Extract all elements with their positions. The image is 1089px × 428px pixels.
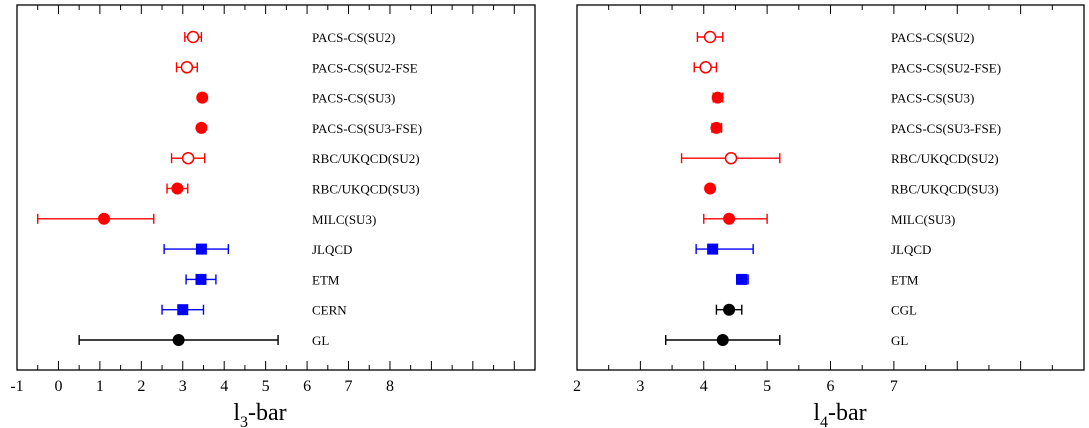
x-tick-label: 6 (827, 378, 835, 395)
row-label: PACS-CS(SU2-FSE (312, 60, 418, 75)
data-point (724, 151, 738, 165)
data-point (195, 273, 207, 285)
data-point (716, 334, 729, 346)
data-point (710, 121, 723, 134)
data-point (707, 243, 719, 255)
data-point (723, 212, 736, 225)
x-tick-label: 8 (386, 378, 394, 395)
data-row: JLQCD (163, 242, 352, 257)
chart-panel-l3: -1 0 1 2 3 4 5 6 7 8 l3-bar PACS-CS(SU2) PACS-CS(SU2… (10, 4, 536, 428)
x-tick-label: 4 (700, 378, 708, 395)
row-label: ETM (312, 272, 340, 287)
data-row: JLQCD (695, 242, 931, 257)
x-tick-label: 5 (262, 378, 270, 395)
data-row: PACS-CS(SU3-FSE) (195, 121, 422, 136)
row-label: JLQCD (891, 242, 931, 257)
row-label: PACS-CS(SU3) (891, 91, 974, 106)
row-label: GL (312, 333, 329, 348)
row-label: MILC(SU3) (312, 212, 376, 227)
x-axis-title: l4-bar (813, 400, 866, 428)
x-tick-label: -1 (10, 378, 23, 395)
x-tick-label: 5 (763, 378, 771, 395)
row-label: RBC/UKQCD(SU3) (312, 182, 420, 197)
row-label: RBC/UKQCD(SU3) (891, 182, 999, 197)
x-axis-title: l3-bar (233, 400, 286, 428)
data-point (186, 30, 200, 44)
data-point (177, 304, 189, 316)
row-label: PACS-CS(SU3) (312, 91, 395, 106)
x-tick-label: 7 (890, 378, 898, 395)
x-tick-label: 0 (54, 378, 62, 395)
data-point (195, 243, 207, 255)
data-point (723, 303, 736, 316)
data-row: PACS-CS(SU3) (196, 91, 395, 106)
row-label: PACS-CS(SU2) (312, 30, 395, 45)
data-point (180, 61, 194, 74)
row-label: MILC(SU3) (891, 212, 955, 227)
data-row: PACS-CS(SU2-FSE) (693, 60, 1001, 75)
data-row: MILC(SU3) (37, 212, 376, 227)
data-point (181, 151, 195, 165)
x-tick-label: 2 (137, 378, 145, 395)
row-label: GL (891, 333, 908, 348)
data-row: GL (665, 333, 908, 348)
row-label: PACS-CS(SU2) (891, 30, 974, 45)
x-tick-label: 6 (303, 378, 311, 395)
data-point (711, 91, 724, 104)
row-label: JLQCD (312, 242, 352, 257)
x-tick-label: 1 (96, 378, 104, 395)
data-row: CERN (161, 303, 347, 318)
data-row: PACS-CS(SU2) (184, 30, 395, 45)
data-row: GL (78, 333, 329, 348)
data-row: PACS-CS(SU3) (711, 91, 974, 106)
plot-frame (16, 4, 536, 371)
row-label: RBC/UKQCD(SU2) (312, 151, 420, 166)
data-row: PACS-CS(SU2) (696, 30, 974, 45)
data-point (704, 182, 717, 195)
x-tick-label: 3 (179, 378, 187, 395)
data-row: RBC/UKQCD(SU3) (704, 182, 999, 197)
data-row: RBC/UKQCD(SU3) (166, 182, 420, 197)
data-point (196, 91, 209, 104)
row-label: PACS-CS(SU3-FSE) (312, 121, 422, 136)
x-tick-label: 3 (636, 378, 644, 395)
row-label: PACS-CS(SU3-FSE) (891, 121, 1001, 136)
data-row: MILC(SU3) (703, 212, 955, 227)
plot-frame (576, 4, 1085, 371)
x-tick-label: 2 (573, 378, 581, 395)
data-point (699, 61, 712, 74)
data-row: CGL (715, 303, 917, 318)
row-label: CERN (312, 303, 347, 318)
data-point (98, 212, 111, 225)
row-label: CGL (891, 303, 917, 318)
x-tick-label: 7 (345, 378, 353, 395)
data-row: RBC/UKQCD(SU2) (170, 151, 420, 166)
row-label: RBC/UKQCD(SU2) (891, 151, 999, 166)
row-label: ETM (891, 272, 919, 287)
data-point (703, 30, 717, 44)
x-tick-label: 4 (220, 378, 228, 395)
data-row: ETM (185, 272, 340, 287)
data-row: ETM (736, 272, 919, 287)
data-point (736, 273, 748, 285)
data-point (172, 334, 185, 346)
row-label: PACS-CS(SU2-FSE) (891, 60, 1001, 75)
data-row: PACS-CS(SU2-FSE (175, 60, 418, 75)
data-row: RBC/UKQCD(SU2) (680, 151, 999, 166)
chart-panel-l4: 2 3 4 5 6 7 l4-bar PACS-CS(SU2) PACS-CS(SU2-FSE)… (573, 4, 1085, 428)
data-point (171, 182, 184, 195)
data-row: PACS-CS(SU3-FSE) (710, 121, 1001, 136)
data-point (195, 121, 208, 134)
